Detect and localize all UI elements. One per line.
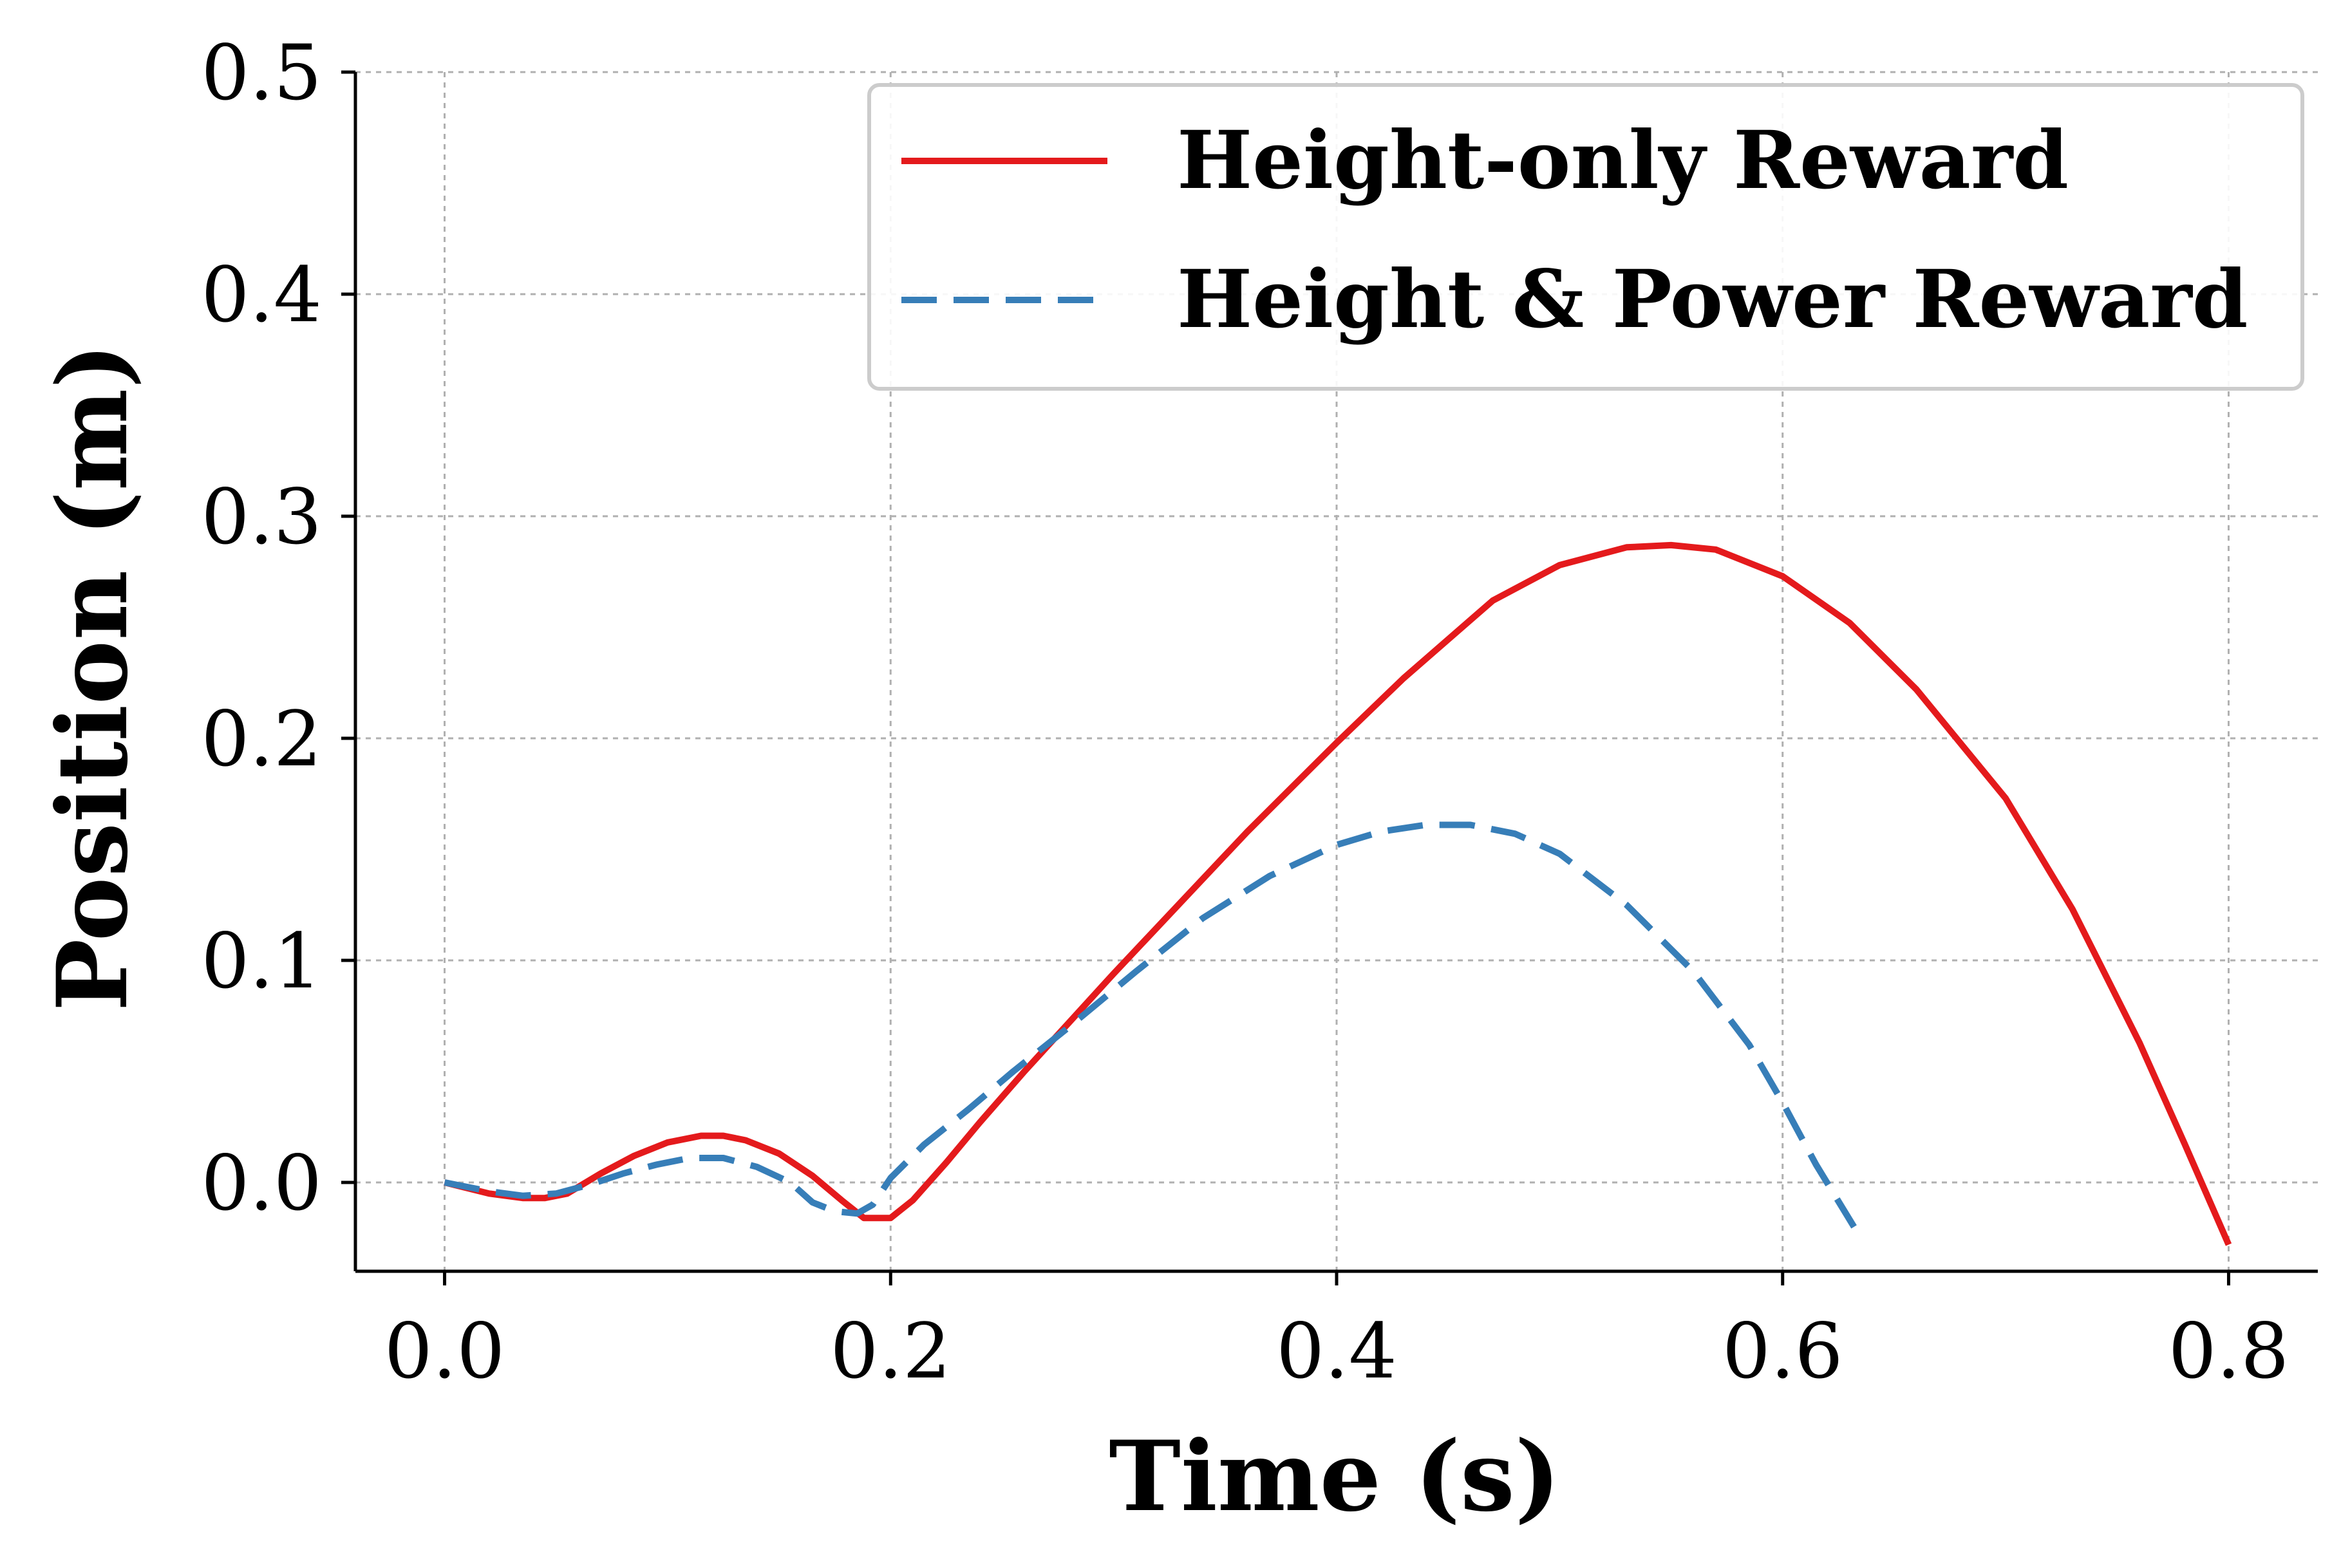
x-tick-label: 0.4 xyxy=(1276,1307,1397,1395)
legend-box xyxy=(867,83,2304,391)
legend: Height-only Reward Height & Power Reward xyxy=(867,83,2304,391)
series-line-height-only xyxy=(444,541,2232,1246)
tick-labels: 0.0 0.2 0.4 0.6 0.8 0.0 0.1 0.2 0.3 0.4 0.5 xyxy=(201,28,2289,1395)
y-tick-label: 0.0 xyxy=(201,1139,322,1227)
x-axis-title: Time (s) xyxy=(1109,1420,1560,1533)
y-tick-label: 0.4 xyxy=(201,250,322,339)
series-line-height-power xyxy=(444,821,1857,1229)
y-tick-label: 0.1 xyxy=(201,917,322,1005)
y-tick-label: 0.2 xyxy=(201,695,322,783)
y-tick-label: 0.5 xyxy=(201,28,322,117)
legend-label-height-power: Height & Power Reward xyxy=(1177,253,2248,346)
x-tick-label: 0.6 xyxy=(1722,1307,1843,1395)
axes xyxy=(341,70,2318,1285)
y-axis-title: Position (m) xyxy=(36,343,149,1012)
plot-area xyxy=(444,541,2232,1246)
y-tick-label: 0.3 xyxy=(201,472,322,561)
x-tick-label: 0.8 xyxy=(2168,1307,2289,1395)
legend-label-height-only: Height-only Reward xyxy=(1177,114,2069,207)
x-tick-label: 0.0 xyxy=(384,1307,505,1395)
x-tick-label: 0.2 xyxy=(830,1307,951,1395)
